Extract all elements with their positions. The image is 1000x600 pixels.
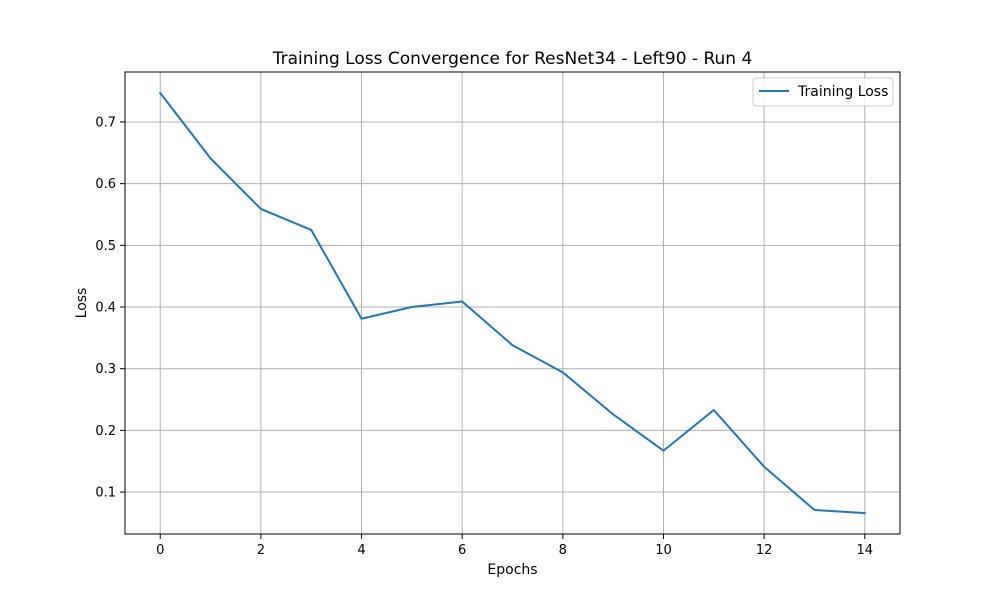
series-layer — [158, 91, 866, 515]
x-tick-label: 12 — [756, 543, 773, 558]
grid — [125, 72, 900, 534]
data-point — [713, 409, 715, 411]
x-axis-label: Epochs — [487, 562, 537, 578]
x-axis-ticks: 0 2 4 6 8 10 12 14 — [156, 534, 873, 558]
data-point — [411, 306, 413, 308]
y-tick-label: 0.3 — [95, 362, 116, 377]
data-point — [763, 466, 765, 468]
legend-label: Training Loss — [797, 84, 888, 100]
x-tick-label: 8 — [559, 543, 567, 558]
x-tick-label: 2 — [257, 543, 265, 558]
y-tick-label: 0.5 — [95, 239, 116, 254]
plot-area — [125, 72, 900, 534]
x-tick-label: 6 — [458, 543, 466, 558]
data-point — [310, 229, 312, 231]
x-tick-label: 4 — [357, 543, 365, 558]
data-point — [562, 371, 564, 373]
data-point — [512, 344, 514, 346]
data-point — [864, 512, 866, 514]
x-tick-label: 14 — [856, 543, 873, 558]
data-point — [361, 318, 363, 320]
data-point — [813, 509, 815, 511]
data-point — [260, 208, 262, 210]
data-point — [612, 413, 614, 415]
plot-frame — [124, 71, 901, 535]
y-axis-ticks: 0.1 0.2 0.3 0.4 0.5 0.6 0.7 — [95, 115, 125, 501]
x-tick-label: 10 — [655, 543, 672, 558]
x-tick-label: 0 — [156, 543, 164, 558]
y-tick-label: 0.2 — [95, 424, 116, 439]
training-loss-line — [158, 91, 866, 515]
y-axis-label: Loss — [74, 288, 90, 319]
legend-box — [752, 77, 894, 107]
y-tick-label: 0.7 — [95, 115, 116, 130]
y-tick-label: 0.6 — [95, 177, 116, 192]
y-tick-label: 0.4 — [95, 301, 116, 316]
data-point — [662, 450, 664, 452]
data-point — [461, 300, 463, 302]
data-point — [159, 92, 161, 94]
legend: Training Loss — [752, 77, 894, 107]
y-tick-label: 0.1 — [95, 486, 116, 501]
data-point — [210, 157, 212, 159]
chart-title: Training Loss Convergence for ResNet34 -… — [272, 49, 753, 69]
